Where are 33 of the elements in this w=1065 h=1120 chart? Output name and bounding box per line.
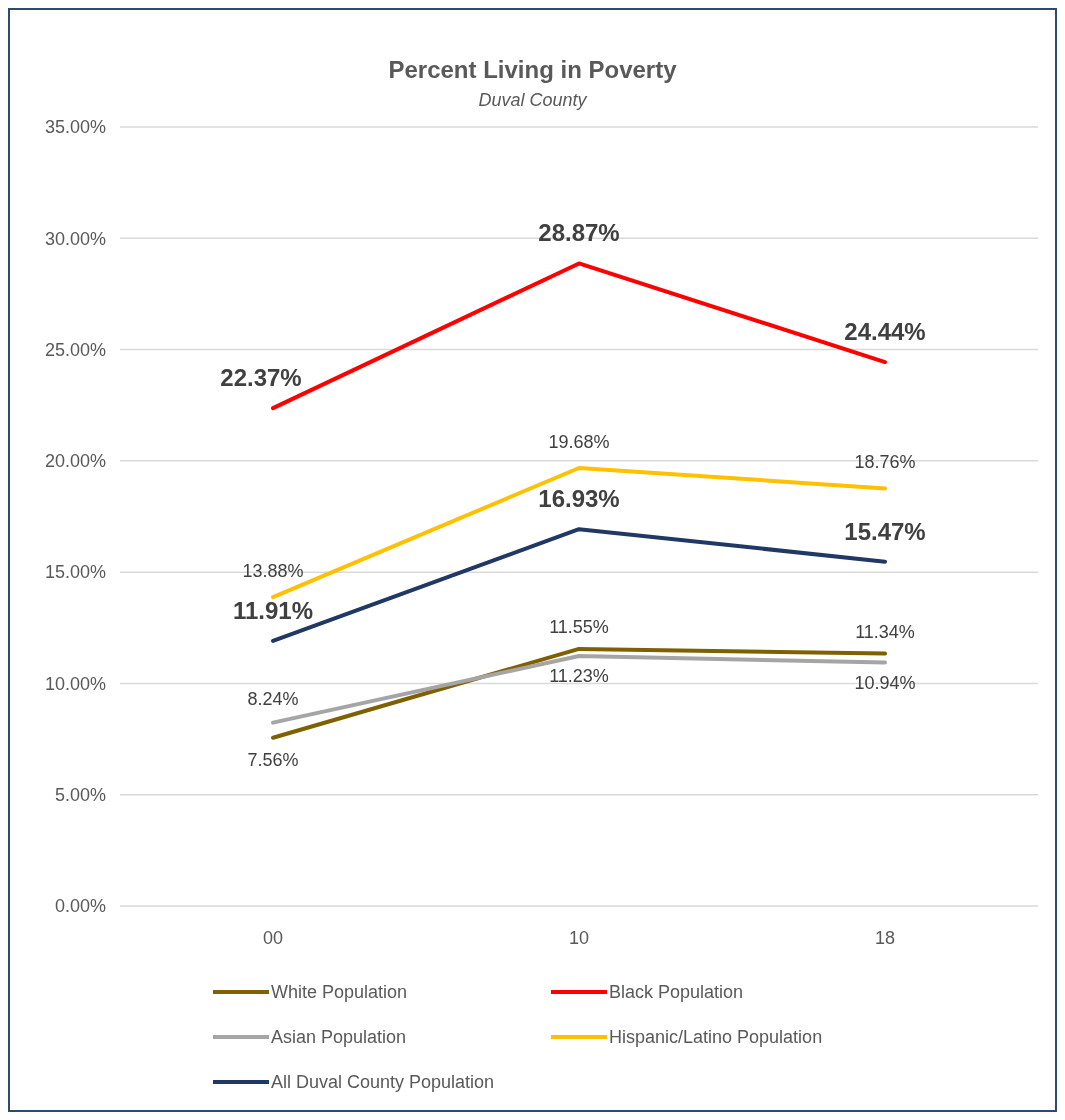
y-tick-label: 35.00%: [44, 117, 106, 138]
data-label: 15.47%: [844, 517, 926, 545]
data-label: 11.34%: [855, 621, 915, 642]
data-label: 28.87%: [538, 219, 620, 247]
data-label: 13.88%: [242, 561, 304, 582]
y-tick-label: 15.00%: [44, 562, 106, 583]
chart-title: Percent Living in Poverty: [388, 56, 678, 83]
x-tick-label: 10: [568, 928, 590, 948]
legend-label: All Duval County Population: [271, 1072, 495, 1093]
data-label: 18.76%: [854, 452, 916, 473]
data-label: 19.68%: [548, 431, 610, 452]
y-tick-label: 30.00%: [44, 228, 106, 249]
y-tick-label: 0.00%: [54, 896, 106, 917]
data-label: 11.55%: [549, 616, 609, 637]
legend-label: Asian Population: [271, 1027, 407, 1048]
data-label: 7.56%: [247, 749, 299, 770]
y-tick-label: 25.00%: [44, 339, 106, 360]
data-label: 24.44%: [844, 318, 926, 346]
data-label: 11.23%: [549, 666, 609, 687]
y-tick-label: 20.00%: [44, 451, 106, 472]
chart-subtitle: Duval County: [478, 90, 588, 110]
data-label: 16.93%: [538, 485, 620, 513]
x-tick-label: 18: [874, 928, 896, 948]
y-tick-label: 10.00%: [44, 673, 106, 694]
data-label: 10.94%: [854, 672, 916, 693]
legend-label: White Population: [271, 982, 408, 1003]
y-tick-label: 5.00%: [54, 785, 106, 806]
data-label: 11.91%: [232, 596, 314, 624]
data-label: 8.24%: [247, 688, 299, 709]
x-tick-label: 00: [262, 928, 284, 948]
legend-label: Black Population: [609, 982, 744, 1003]
data-label: 22.37%: [220, 364, 302, 392]
legend-label: Hispanic/Latino Population: [609, 1027, 823, 1048]
